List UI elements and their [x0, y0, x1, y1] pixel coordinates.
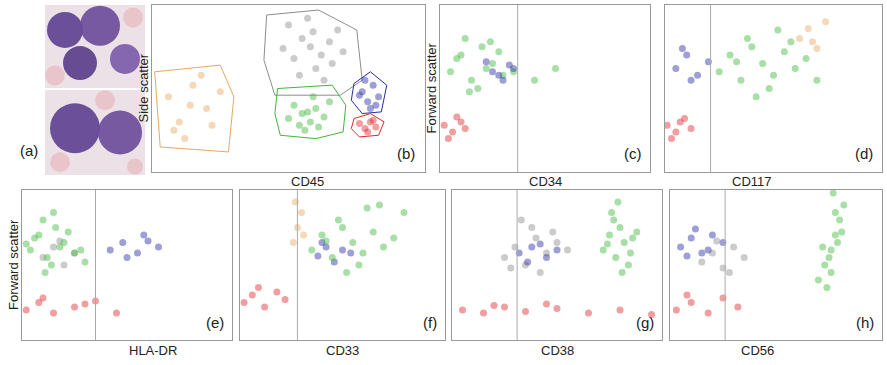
- svg-text:HLA-DR: HLA-DR: [129, 343, 177, 358]
- svg-text:(d): (d): [855, 145, 873, 162]
- svg-text:(h): (h): [856, 314, 874, 331]
- svg-text:Side scatter: Side scatter: [136, 53, 151, 122]
- svg-text:Forward scatter: Forward scatter: [424, 43, 439, 134]
- svg-text:CD56: CD56: [741, 343, 774, 358]
- svg-text:(e): (e): [206, 314, 224, 331]
- svg-text:(b): (b): [397, 145, 415, 162]
- svg-text:(a): (a): [20, 142, 38, 159]
- svg-text:CD117: CD117: [732, 174, 772, 189]
- svg-text:(c): (c): [624, 145, 642, 162]
- svg-text:CD38: CD38: [541, 343, 574, 358]
- svg-text:CD33: CD33: [326, 343, 359, 358]
- svg-text:Forward scatter: Forward scatter: [6, 219, 21, 310]
- svg-text:(f): (f): [423, 314, 437, 331]
- svg-text:CD45: CD45: [291, 174, 324, 189]
- svg-text:CD34: CD34: [529, 174, 562, 189]
- svg-text:(g): (g): [636, 314, 654, 331]
